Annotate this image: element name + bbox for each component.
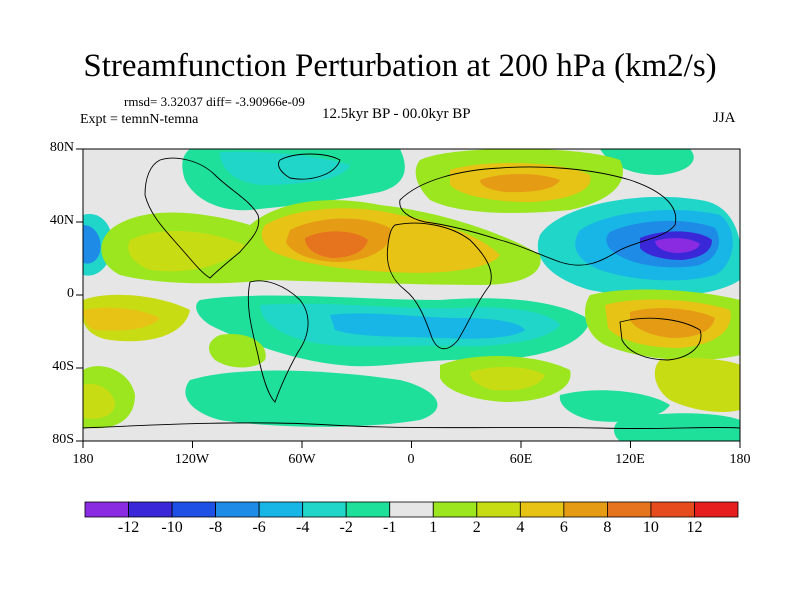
contour-band — [654, 357, 740, 412]
contour-field — [83, 149, 740, 441]
colorbar-swatch — [345, 501, 391, 518]
colorbar-swatch — [650, 501, 695, 518]
eurasia-outline — [399, 166, 677, 266]
south-america-outline — [247, 280, 309, 403]
colorbar-swatch — [694, 501, 739, 518]
experiment-label: Expt = temnN-temna — [80, 112, 199, 127]
colorbar-label: -2 — [339, 519, 353, 536]
lon-label: 60E — [509, 452, 533, 467]
contour-band — [470, 366, 545, 391]
coastlines — [83, 153, 740, 430]
contour-band — [559, 390, 670, 422]
contour-band — [600, 149, 694, 175]
colorbar-swatch — [563, 501, 608, 518]
axis-ticks — [76, 148, 741, 448]
colorbar-label: -12 — [117, 519, 140, 536]
contour-band — [185, 370, 438, 427]
contour-band — [83, 225, 101, 264]
lat-label: 80N — [49, 140, 74, 155]
colorbar-label: -10 — [161, 519, 183, 536]
contour-band — [128, 230, 245, 272]
lat-label: 0 — [67, 286, 74, 301]
season-label: JJA — [713, 110, 736, 126]
africa-outline — [386, 222, 492, 350]
colorbar-label: 4 — [516, 519, 525, 536]
stats-line: rmsd= 3.32037 diff= -3.90966e-09 — [124, 94, 305, 109]
colorbar-label: 8 — [603, 519, 612, 536]
plot-title: Streamfunction Perturbation at 200 hPa (… — [83, 48, 717, 84]
lat-label: 80S — [52, 432, 74, 447]
contour-band — [208, 334, 266, 368]
lon-label: 180 — [729, 452, 751, 467]
contour-band — [305, 231, 368, 258]
colorbar-swatch — [476, 501, 521, 518]
lon-label: 120W — [174, 452, 210, 467]
contour-band — [83, 307, 160, 331]
colorbar-label: 6 — [559, 519, 568, 536]
lon-label: 180 — [72, 452, 94, 467]
colorbar-label: -4 — [295, 519, 310, 536]
lon-label: 120E — [615, 452, 645, 467]
north-america-outline — [144, 157, 260, 279]
colorbar-label: 12 — [686, 519, 703, 536]
contour-band — [655, 238, 700, 253]
colorbar-swatch — [302, 501, 347, 518]
colorbar-swatch — [171, 501, 217, 518]
colorbar-swatch — [389, 501, 434, 518]
colorbar-label: 10 — [642, 519, 659, 536]
colorbar-swatch — [258, 501, 304, 518]
colorbar-label: -1 — [383, 519, 397, 536]
colorbar-label: 2 — [472, 519, 481, 536]
colorbar-swatch — [607, 501, 652, 518]
colorbar-swatch — [215, 501, 260, 518]
australia-outline — [619, 317, 702, 361]
period-label: 12.5kyr BP - 00.0kyr BP — [322, 106, 471, 122]
greenland-outline — [278, 153, 341, 180]
contour-band — [630, 308, 715, 338]
colorbar-label: -8 — [208, 519, 223, 536]
colorbar-swatch — [128, 501, 173, 518]
antarctica-outline — [83, 422, 740, 430]
contour-band — [480, 174, 560, 193]
colorbar — [84, 501, 739, 518]
lon-label: 60W — [288, 452, 316, 467]
colorbar-label: -6 — [252, 519, 266, 536]
lon-label: 0 — [407, 452, 415, 467]
lat-label: 40S — [52, 359, 74, 374]
colorbar-swatch — [519, 501, 565, 518]
colorbar-swatch — [432, 501, 478, 518]
contour-band — [614, 413, 740, 441]
colorbar-label: 1 — [429, 519, 438, 536]
lat-label: 40N — [49, 213, 74, 228]
contour-band — [83, 383, 115, 419]
colorbar-swatch — [84, 501, 129, 518]
